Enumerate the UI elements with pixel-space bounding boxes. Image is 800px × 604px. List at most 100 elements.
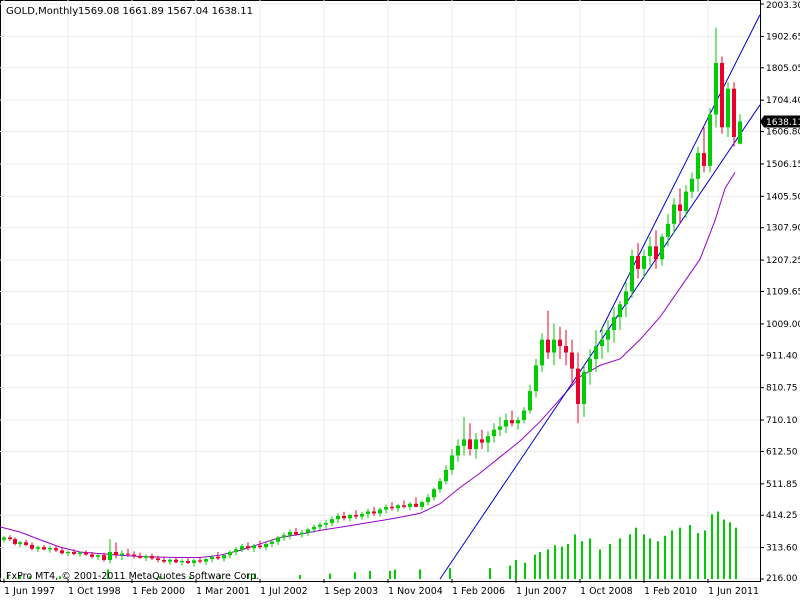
candle-body bbox=[408, 503, 412, 507]
volume-bar bbox=[589, 538, 591, 579]
candle-body bbox=[168, 559, 172, 562]
candle-body bbox=[294, 532, 298, 535]
candle bbox=[402, 500, 406, 509]
candle bbox=[462, 416, 466, 456]
candle bbox=[342, 511, 346, 521]
candle-body bbox=[672, 204, 676, 224]
candle-body bbox=[468, 439, 472, 450]
candle-body bbox=[528, 391, 532, 411]
candle-body bbox=[324, 523, 328, 525]
candle-body bbox=[696, 153, 700, 179]
volume-bar bbox=[369, 570, 371, 579]
candle bbox=[306, 527, 310, 536]
candle-body bbox=[402, 505, 406, 507]
y-tick-label: 1207.25 bbox=[766, 256, 800, 266]
volume-bar bbox=[729, 522, 731, 579]
candle-body bbox=[564, 346, 568, 353]
volume-bar bbox=[664, 535, 666, 579]
volume-bar bbox=[419, 569, 421, 579]
candle bbox=[324, 519, 328, 529]
candle-body bbox=[54, 548, 58, 551]
volume-bar bbox=[489, 568, 491, 579]
channel-upper-line bbox=[599, 14, 761, 333]
current-price-label: 1638.11 bbox=[766, 118, 800, 128]
moving-average-layer bbox=[0, 172, 736, 558]
candle bbox=[150, 553, 154, 561]
y-tick-label: 1405.50 bbox=[766, 192, 800, 202]
volume-bar bbox=[59, 576, 61, 579]
volume-bar bbox=[711, 514, 713, 579]
candle-body bbox=[138, 555, 142, 558]
candle bbox=[516, 416, 520, 430]
candle-body bbox=[336, 515, 340, 520]
candle bbox=[120, 550, 124, 561]
volume-bar bbox=[19, 574, 21, 579]
volume-bar bbox=[679, 527, 681, 579]
candle-body bbox=[84, 552, 88, 555]
candle bbox=[492, 423, 496, 443]
candle-body bbox=[90, 554, 94, 557]
candle-body bbox=[222, 555, 226, 559]
candle bbox=[66, 550, 70, 556]
candle bbox=[258, 540, 262, 549]
candle bbox=[384, 504, 388, 514]
candle bbox=[102, 552, 106, 562]
y-tick-label: 313.60 bbox=[766, 544, 798, 554]
candle bbox=[552, 323, 556, 366]
candle bbox=[726, 82, 730, 137]
candle-body bbox=[42, 547, 46, 550]
candle-body bbox=[732, 88, 736, 137]
candle bbox=[354, 510, 358, 520]
candle-body bbox=[240, 546, 244, 550]
ohlc-readout: 1569.08 1661.89 1567.04 1638.11 bbox=[78, 6, 253, 17]
candle-body bbox=[444, 469, 448, 482]
candle-body bbox=[342, 515, 346, 519]
volume-bar bbox=[354, 572, 356, 579]
candle-layer bbox=[2, 27, 742, 567]
candle-body bbox=[618, 304, 622, 318]
candle bbox=[414, 497, 418, 507]
candle-body bbox=[318, 524, 322, 527]
candle bbox=[126, 548, 130, 557]
candle bbox=[144, 554, 148, 561]
volume-bar bbox=[704, 530, 706, 579]
candle bbox=[504, 413, 508, 433]
y-tick-label: 2003.30 bbox=[766, 1, 800, 11]
y-tick-label: 414.25 bbox=[766, 511, 798, 521]
candle-body bbox=[8, 537, 12, 540]
candle bbox=[720, 56, 724, 134]
candle-body bbox=[612, 317, 616, 330]
candle-body bbox=[186, 560, 190, 563]
candle bbox=[180, 559, 184, 566]
volume-bar bbox=[635, 527, 637, 579]
candle bbox=[732, 82, 736, 147]
candle bbox=[336, 513, 340, 524]
x-tick-label: 1 Nov 2004 bbox=[388, 586, 443, 597]
y-axis: 2003.30 1902.65 1805.05 1704.40 1606.80 1506.… bbox=[760, 1, 800, 584]
candle bbox=[48, 546, 52, 553]
candle bbox=[420, 500, 424, 511]
candle-body bbox=[360, 514, 364, 517]
candle bbox=[654, 230, 658, 269]
candle bbox=[78, 551, 82, 557]
candle bbox=[708, 108, 712, 173]
candle bbox=[666, 214, 670, 247]
y-tick-label: 1009.00 bbox=[766, 320, 800, 330]
candle bbox=[138, 552, 142, 560]
volume-bar bbox=[629, 534, 631, 579]
chart-symbol-title: GOLD,Monthly bbox=[6, 6, 78, 17]
volume-bar bbox=[107, 569, 109, 579]
candle bbox=[366, 508, 370, 519]
candle-body bbox=[288, 532, 292, 536]
candle-body bbox=[378, 509, 382, 514]
candle-body bbox=[276, 537, 280, 542]
y-tick-label: 1805.05 bbox=[766, 64, 800, 74]
candle-body bbox=[720, 62, 724, 128]
candle bbox=[642, 249, 646, 279]
candle bbox=[246, 542, 250, 551]
candle bbox=[24, 539, 28, 547]
candle-body bbox=[312, 526, 316, 530]
y-tick-label: 1109.65 bbox=[766, 288, 800, 298]
